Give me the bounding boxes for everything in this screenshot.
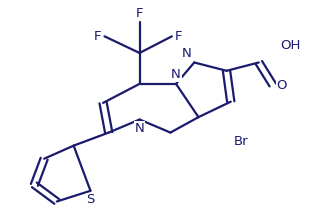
Text: Br: Br [234, 135, 249, 148]
Text: F: F [94, 30, 101, 43]
Text: N: N [171, 68, 181, 81]
Text: OH: OH [281, 39, 301, 52]
Text: S: S [86, 193, 95, 206]
Text: N: N [182, 47, 192, 60]
Text: O: O [276, 79, 287, 92]
Text: F: F [175, 30, 183, 43]
Text: F: F [136, 7, 143, 20]
Text: N: N [135, 122, 144, 135]
